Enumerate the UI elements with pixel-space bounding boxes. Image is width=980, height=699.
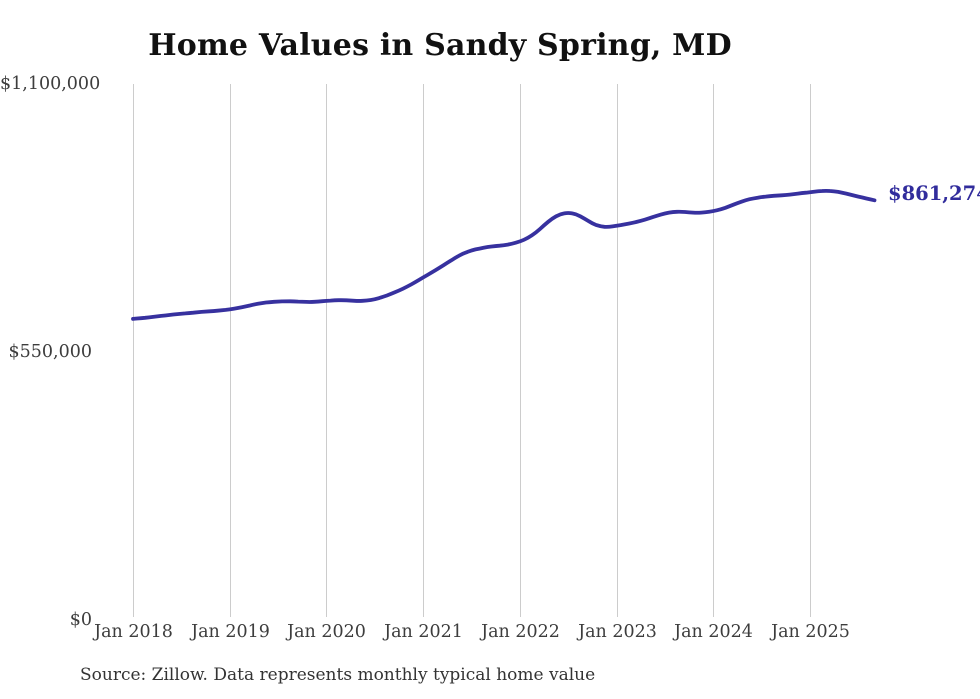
y-axis-tick-label-max: $1,100,000 <box>0 74 101 94</box>
x-axis-tick-label: Jan 2018 <box>94 622 173 642</box>
x-axis-tick-label: Jan 2022 <box>481 622 560 642</box>
y-axis-tick-label-mid: $550,000 <box>8 342 92 362</box>
x-axis-tick-label: Jan 2023 <box>578 622 657 642</box>
x-axis-tick-label: Jan 2025 <box>771 622 850 642</box>
latest-value-label: $861,274 <box>888 182 980 205</box>
source-note: Source: Zillow. Data represents monthly … <box>80 665 596 685</box>
x-axis-tick-label: Jan 2020 <box>287 622 366 642</box>
chart-title: Home Values in Sandy Spring, MD <box>148 28 732 63</box>
x-axis-tick-label: Jan 2024 <box>674 622 753 642</box>
x-axis-tick-label: Jan 2019 <box>191 622 270 642</box>
home-value-line <box>131 188 877 321</box>
x-axis-tick-label: Jan 2021 <box>384 622 463 642</box>
y-axis-tick-label-zero: $0 <box>69 610 92 630</box>
